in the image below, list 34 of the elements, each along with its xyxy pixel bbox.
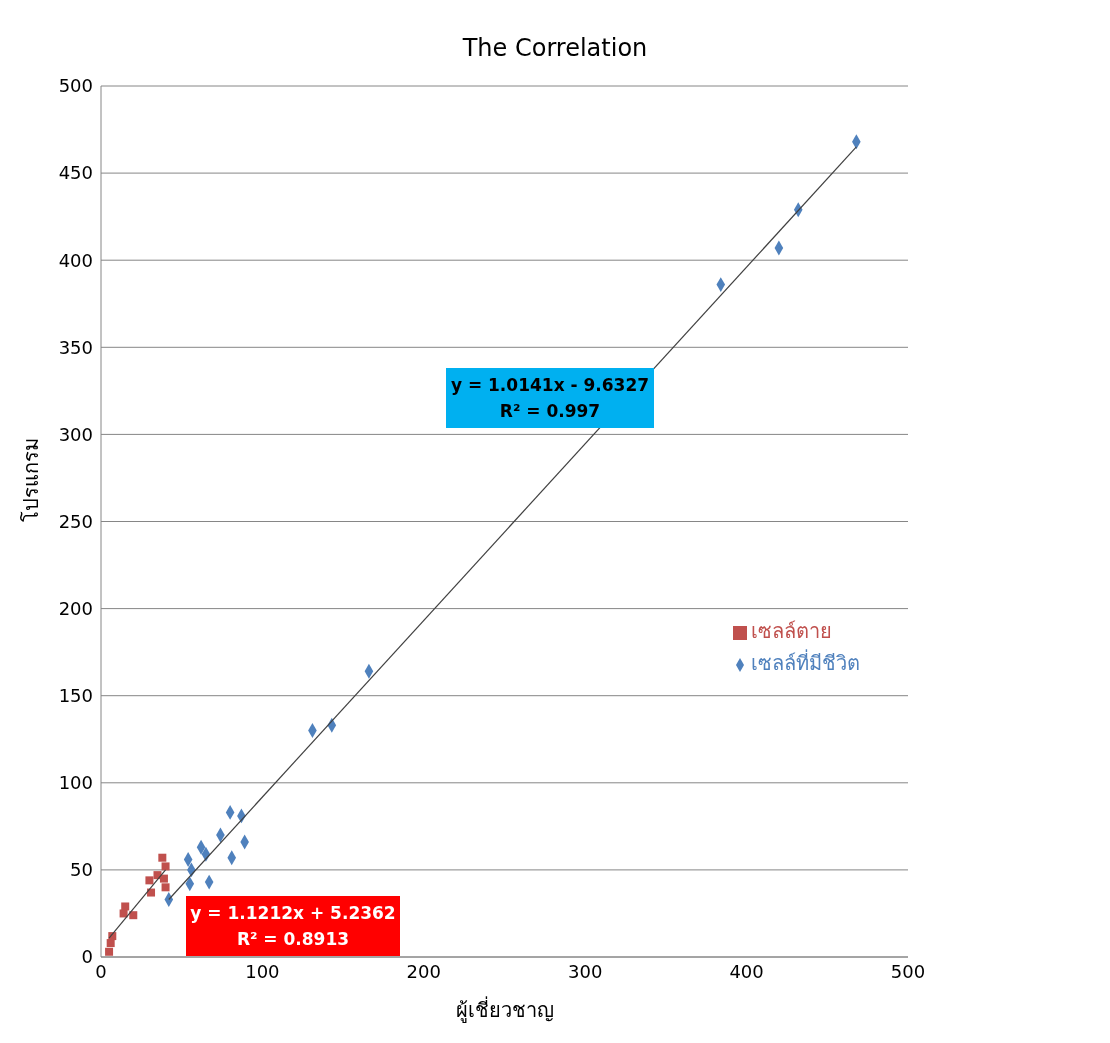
point (158, 853, 167, 862)
point (153, 871, 162, 880)
point (159, 874, 168, 883)
x-tick-label: 500 (890, 960, 926, 982)
y-tick-label: 150 (58, 685, 93, 707)
point (145, 876, 154, 885)
y-axis-title: โปรแกรม (19, 437, 44, 522)
x-axis-title: ผู้เชี่ยวชาญ (455, 996, 554, 1023)
legend-label: เซลล์ที่มีชีวิต (751, 651, 860, 675)
point (119, 909, 128, 918)
y-tick-label: 400 (58, 249, 93, 271)
y-tick-label: 0 (81, 946, 93, 968)
y-tick-label: 500 (58, 75, 93, 97)
y-tick-label: 50 (70, 859, 93, 881)
y-tick-label: 350 (58, 336, 93, 358)
y-tick-label: 200 (58, 597, 93, 619)
point (105, 947, 114, 956)
x-tick-label: 200 (406, 960, 441, 982)
point (161, 883, 170, 892)
y-tick-label: 450 (58, 162, 93, 184)
chart-title: The Correlation (461, 34, 649, 62)
y-tick-label: 100 (58, 772, 93, 794)
x-tick-label: 100 (245, 960, 280, 982)
legend-label: เซลล์ตาย (751, 619, 832, 643)
y-tick-label: 250 (58, 510, 93, 532)
x-tick-label: 400 (729, 960, 764, 982)
annotation: y = 1.0141x - 9.6327 R² = 0.997 (449, 374, 651, 423)
x-tick-label: 300 (568, 960, 603, 982)
point (147, 888, 156, 897)
annotation: y = 1.1212x + 5.2362 R² = 0.8913 (189, 902, 397, 951)
point (129, 911, 138, 920)
x-tick-label: 0 (95, 960, 107, 982)
y-tick-label: 300 (58, 423, 93, 445)
point (161, 862, 170, 871)
